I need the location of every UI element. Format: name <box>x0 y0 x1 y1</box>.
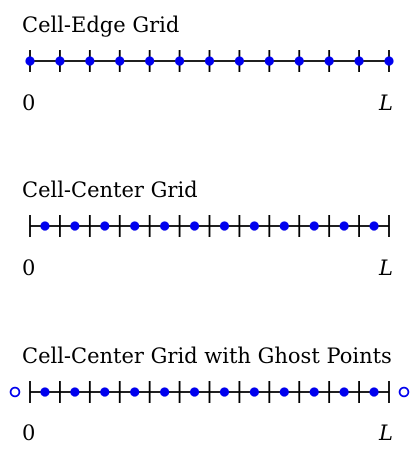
start-label: 0 <box>22 91 35 115</box>
grid-point <box>249 221 259 231</box>
grid-point <box>55 56 65 66</box>
grid-point <box>40 221 50 231</box>
grid-point <box>339 221 349 231</box>
grid-point <box>219 221 230 231</box>
grid-point <box>369 221 379 231</box>
end-label: L <box>378 421 393 445</box>
grid-point <box>369 387 379 397</box>
cell-edge-grid-panel: Cell-Edge Grid 0 L <box>22 13 394 115</box>
grid-point <box>100 387 110 397</box>
ghost-point-left <box>9 386 21 398</box>
grid-point <box>40 387 50 397</box>
grid-point <box>115 56 125 66</box>
grid-point <box>189 387 200 397</box>
grid-point <box>249 387 259 397</box>
start-label: 0 <box>22 421 35 445</box>
grid-point <box>25 56 35 66</box>
grid-point <box>160 387 170 397</box>
grid-point <box>145 56 155 66</box>
grid-point <box>70 221 80 231</box>
grid-point <box>204 56 215 66</box>
grid-point <box>309 221 319 231</box>
grid-point <box>309 387 319 397</box>
panel-title: Cell-Center Grid <box>22 178 198 202</box>
grid-point <box>160 221 170 231</box>
grid-point <box>384 56 394 66</box>
grid-point <box>279 387 289 397</box>
ghost-points-grid-panel: Cell-Center Grid with Ghost Points 0 L <box>9 344 410 445</box>
grid-point <box>70 387 80 397</box>
grid-point <box>174 56 185 66</box>
end-label: L <box>378 91 393 115</box>
grid-point <box>219 387 230 397</box>
grid-point <box>189 221 200 231</box>
grid-point <box>85 56 95 66</box>
grid-point <box>234 56 245 66</box>
panel-title: Cell-Center Grid with Ghost Points <box>22 344 392 368</box>
grid-point <box>279 221 289 231</box>
end-label: L <box>378 256 393 280</box>
grid-point <box>354 56 364 66</box>
grid-point <box>324 56 334 66</box>
grid-point <box>264 56 274 66</box>
cell-center-grid-panel: Cell-Center Grid 0 L <box>22 178 393 280</box>
grid-point <box>100 221 110 231</box>
grid-point <box>294 56 304 66</box>
grid-point <box>339 387 349 397</box>
grid-point <box>130 387 140 397</box>
grid-point <box>130 221 140 231</box>
panel-title: Cell-Edge Grid <box>22 13 179 37</box>
start-label: 0 <box>22 256 35 280</box>
ghost-point-right <box>398 386 410 398</box>
